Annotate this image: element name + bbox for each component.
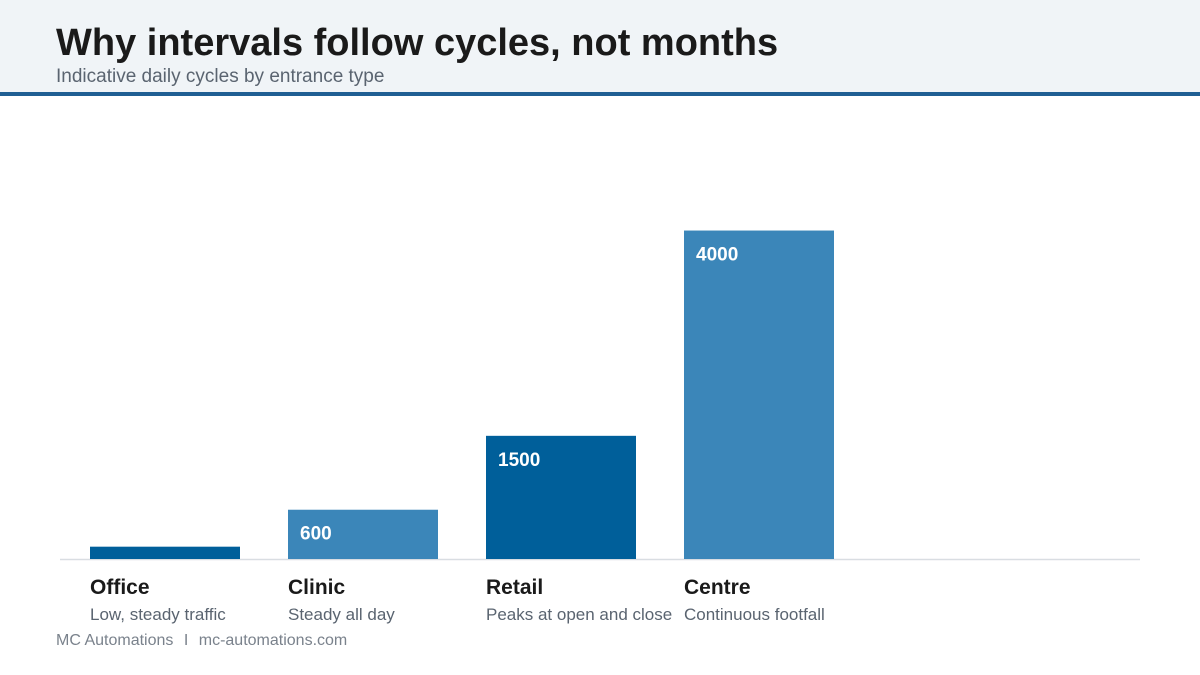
category-label-clinic: Clinic [288, 576, 345, 599]
footer-separator: I [183, 632, 189, 649]
category-description-centre: Continuous footfall [684, 605, 825, 624]
bar-office [90, 546, 240, 559]
category-label-centre: Centre [684, 576, 751, 599]
category-description-office: Low, steady traffic [90, 605, 226, 624]
footer-brand: MC Automations [56, 632, 174, 649]
bar-clinic [288, 509, 438, 559]
bar-centre [684, 230, 834, 560]
category-description-retail: Peaks at open and close [486, 605, 672, 624]
data-label-retail: 1500 [498, 450, 540, 471]
data-label-clinic: 600 [300, 524, 332, 545]
chart-subtitle: Indicative daily cycles by entrance type [56, 66, 385, 87]
category-label-office: Office [90, 576, 150, 599]
bar-retail [486, 435, 636, 559]
data-label-centre: 4000 [696, 245, 738, 266]
footer-url: mc-automations.com [198, 632, 348, 649]
footer: MC Automations I mc-automations.com [56, 632, 347, 650]
chart-header: Why intervals follow cycles, not months … [0, 0, 1200, 96]
category-label-retail: Retail [486, 576, 543, 599]
category-description-clinic: Steady all day [288, 605, 395, 624]
chart-title: Why intervals follow cycles, not months [56, 22, 779, 64]
